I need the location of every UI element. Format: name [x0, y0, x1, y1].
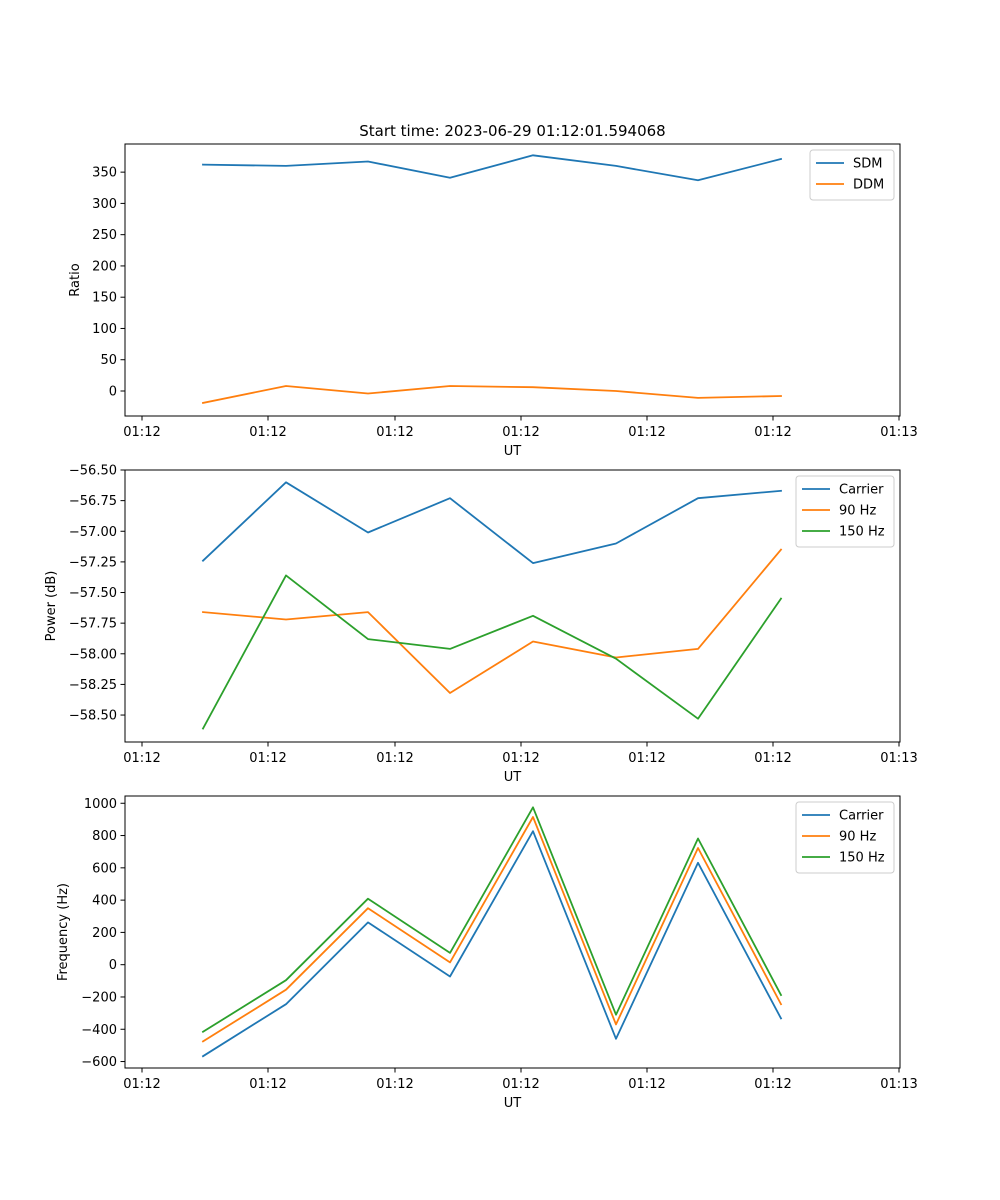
x-axis-label: UT [504, 770, 522, 785]
legend: SDM DDM [809, 149, 895, 201]
x-tick-label: 01:12 [376, 751, 413, 766]
legend: Carrier 90 Hz 150 Hz [795, 475, 895, 548]
y-axis-label: Frequency (Hz) [56, 883, 71, 981]
x-tick-label: 01:12 [249, 751, 286, 766]
x-tick-label: 01:12 [502, 425, 539, 440]
x-tick-label: 01:12 [502, 751, 539, 766]
x-axis-label: UT [504, 444, 522, 459]
plot-frame [124, 795, 901, 1069]
x-tick-label: 01:13 [880, 425, 917, 440]
legend-label: Carrier [839, 483, 884, 498]
series-line-150-hz [201, 574, 783, 730]
x-tick-label: 01:12 [754, 751, 791, 766]
y-tick-label: 0 [109, 958, 117, 973]
y-tick-label: 100 [92, 322, 117, 337]
y-axis-label: Power (dB) [44, 571, 59, 642]
series-line-carrier [201, 481, 782, 564]
subplot-1: 0 50 100 150 200 250 300 350 01:12 01:12 01:12 01:1… [68, 143, 918, 459]
legend: Carrier 90 Hz 150 Hz [795, 801, 895, 874]
x-tick-label: 01:12 [754, 1077, 791, 1092]
x-tick-label: 01:12 [249, 425, 286, 440]
series-line-90-hz [202, 548, 783, 694]
legend-frame [795, 475, 895, 548]
y-tick-label: −58.25 [69, 678, 117, 693]
y-tick-label: −58.00 [69, 647, 117, 662]
y-tick-label: 1000 [84, 797, 117, 812]
subplot-2: −58.50 −58.25 −58.00 −57.75 −57.50 −57.25 −57.… [44, 464, 918, 786]
x-tick-label: 01:12 [628, 1077, 665, 1092]
legend-frame [795, 801, 895, 874]
subplot-3: −600 −400 −200 0 200 400 600 800 1000 01:12 01:12 0… [56, 795, 918, 1111]
y-tick-label: 250 [92, 228, 117, 243]
legend-label: DDM [853, 178, 884, 193]
x-tick-label: 01:12 [628, 425, 665, 440]
series-line-150-hz [201, 806, 783, 1034]
y-tick-label: 50 [100, 353, 117, 368]
y-tick-label: −600 [81, 1055, 117, 1070]
series-line-ddm [201, 385, 782, 404]
x-tick-label: 01:12 [123, 751, 160, 766]
y-tick-label: 150 [92, 291, 117, 306]
y-tick-label: −56.50 [69, 464, 117, 479]
subplots: 0 50 100 150 200 250 300 350 01:12 01:12 01:12 01:1… [44, 143, 918, 1111]
y-tick-label: 200 [92, 259, 117, 274]
y-tick-label: 400 [92, 894, 117, 909]
legend-label: 90 Hz [839, 504, 876, 519]
y-tick-label: 600 [92, 861, 117, 876]
plot-frame [124, 143, 901, 417]
y-tick-label: −400 [81, 1023, 117, 1038]
y-tick-label: −56.75 [69, 494, 117, 509]
series-line-90-hz [201, 816, 783, 1043]
legend-label: 90 Hz [839, 830, 876, 845]
y-tick-label: −200 [81, 990, 117, 1005]
legend-label: 150 Hz [839, 525, 885, 540]
x-axis-label: UT [504, 1096, 522, 1111]
y-tick-label: 800 [92, 829, 117, 844]
x-tick-label: 01:12 [376, 425, 413, 440]
y-tick-label: 0 [109, 384, 117, 399]
y-tick-label: −57.25 [69, 555, 117, 570]
x-tick-label: 01:12 [628, 751, 665, 766]
x-tick-label: 01:12 [754, 425, 791, 440]
legend-label: Carrier [839, 809, 884, 824]
y-tick-label: −58.50 [69, 709, 117, 724]
x-tick-label: 01:13 [880, 751, 917, 766]
y-tick-label: −57.00 [69, 525, 117, 540]
y-tick-label: 200 [92, 926, 117, 941]
y-axis-label: Ratio [68, 263, 83, 296]
legend-label: SDM [853, 157, 882, 172]
series-line-sdm [202, 154, 783, 182]
x-tick-label: 01:12 [123, 1077, 160, 1092]
figure-title: Start time: 2023-06-29 01:12:01.594068 [359, 122, 665, 140]
y-tick-label: −57.75 [69, 617, 117, 632]
y-tick-label: 350 [92, 166, 117, 181]
legend-label: 150 Hz [839, 851, 885, 866]
y-tick-label: 300 [92, 197, 117, 212]
x-tick-label: 01:12 [376, 1077, 413, 1092]
plot-frame [124, 469, 901, 743]
x-tick-label: 01:12 [502, 1077, 539, 1092]
x-tick-label: 01:13 [880, 1077, 917, 1092]
x-tick-label: 01:12 [249, 1077, 286, 1092]
x-tick-label: 01:12 [123, 425, 160, 440]
y-tick-label: −57.50 [69, 586, 117, 601]
series-line-carrier [201, 830, 783, 1058]
